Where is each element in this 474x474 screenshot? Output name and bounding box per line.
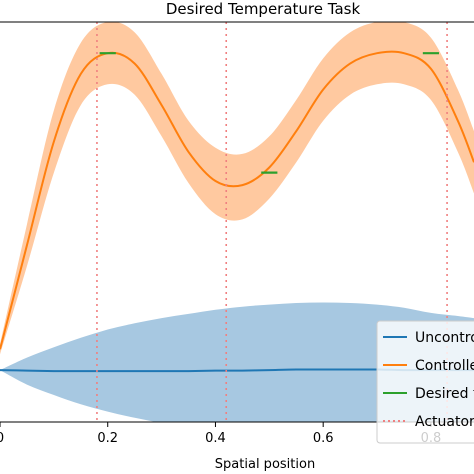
legend: Uncontrolled Controlled Desired temperatur… [376,320,474,444]
legend-label-3: Desired temperature [415,386,474,402]
x-tick-label-1: 0 [0,431,4,446]
series-group [0,22,474,422]
controlled-confidence-band [0,22,474,355]
uncontrolled-confidence-band [0,302,474,422]
x-tick-label-2: 0.2 [97,431,118,446]
legend-label-4: Actuators [415,414,474,430]
x-tick-label-4: 0.6 [313,431,334,446]
plot-area: 00.20.40.60.8 [0,21,474,446]
x-axis-label: Spatial position [215,457,315,472]
legend-label-1: Uncontrolled [415,330,474,346]
x-tick-label-3: 0.4 [205,431,226,446]
legend-box [376,320,474,444]
controlled-mean-line [0,50,474,350]
legend-label-2: Controlled [415,358,474,374]
chart-title: Desired Temperature Task [166,0,361,18]
